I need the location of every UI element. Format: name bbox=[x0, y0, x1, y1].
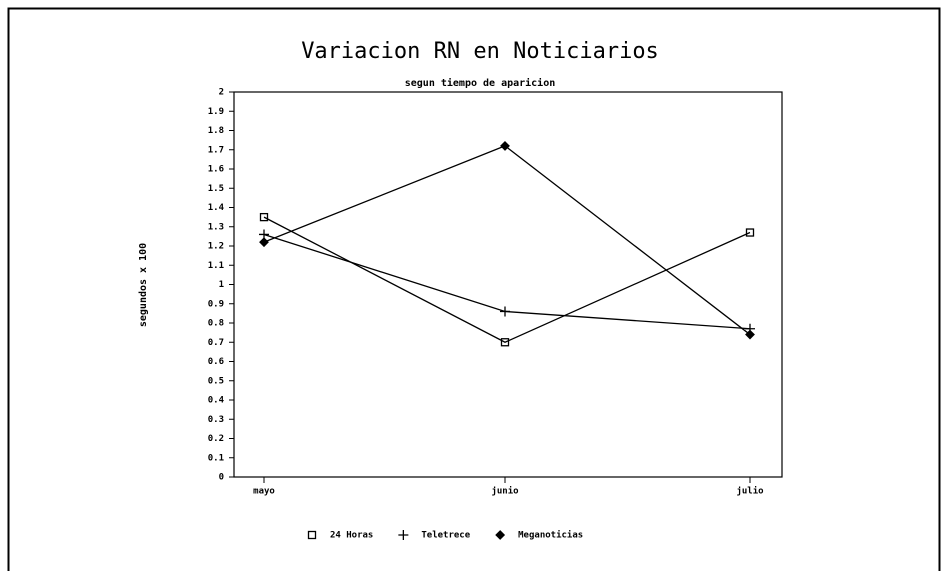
y-tick-label: 1.1 bbox=[208, 261, 224, 271]
y-tick-label: 0.3 bbox=[208, 415, 224, 425]
y-tick-label: 1 bbox=[219, 280, 224, 290]
marker-diamond bbox=[259, 237, 269, 248]
y-tick-label: 1.2 bbox=[208, 242, 224, 252]
y-tick-label: 0.1 bbox=[208, 453, 224, 463]
y-tick-label: 0.2 bbox=[208, 434, 224, 444]
frame bbox=[7, 7, 941, 571]
chart-title: Variacion RN en Noticiarios bbox=[301, 39, 659, 64]
series-line bbox=[263, 233, 751, 330]
x-tick-label: mayo bbox=[253, 487, 275, 497]
marker-square bbox=[259, 212, 269, 222]
y-tick-label: 0.7 bbox=[208, 338, 224, 348]
legend-label: 24 Horas bbox=[330, 531, 373, 541]
legend-marker bbox=[307, 530, 317, 540]
marker-square bbox=[500, 338, 510, 347]
x-tick-label: julio bbox=[736, 486, 763, 497]
legend-label: Teletrece bbox=[421, 531, 470, 541]
y-tick-label: 1.8 bbox=[208, 126, 224, 136]
series-line bbox=[263, 216, 751, 343]
y-tick-label: 1.3 bbox=[208, 222, 224, 232]
y-tick-label: 1.7 bbox=[208, 145, 224, 155]
x-tick-label: junio bbox=[491, 486, 518, 497]
chart-subtitle: segun tiempo de aparicion bbox=[405, 77, 556, 89]
y-tick-label: 0.6 bbox=[208, 357, 224, 367]
marker-diamond bbox=[745, 329, 755, 340]
y-tick-label: 1.9 bbox=[208, 107, 224, 117]
legend-marker bbox=[495, 530, 506, 540]
marker-square bbox=[745, 228, 755, 237]
series-line bbox=[263, 145, 751, 336]
legend-marker bbox=[398, 530, 409, 540]
y-tick-label: 1.5 bbox=[208, 184, 224, 194]
y-tick-label: 2 bbox=[219, 88, 224, 98]
y-tick-label: 0 bbox=[219, 473, 224, 483]
y-axis-label: segundos x 100 bbox=[138, 243, 149, 327]
legend-label: Meganoticias bbox=[518, 530, 583, 541]
plot-frame bbox=[233, 91, 783, 478]
marker-plus bbox=[500, 306, 510, 317]
y-tick-label: 0.4 bbox=[208, 396, 225, 406]
y-tick-label: 0.9 bbox=[208, 299, 224, 309]
y-tick-label: 0.8 bbox=[208, 319, 224, 329]
y-tick-label: 0.5 bbox=[208, 376, 224, 386]
y-tick-label: 1.4 bbox=[208, 203, 225, 213]
marker-diamond bbox=[500, 140, 510, 151]
y-tick-label: 1.6 bbox=[208, 165, 224, 175]
